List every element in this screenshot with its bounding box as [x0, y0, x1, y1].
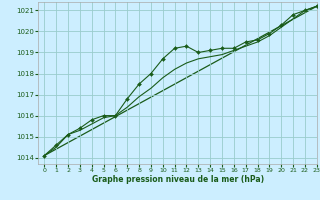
X-axis label: Graphe pression niveau de la mer (hPa): Graphe pression niveau de la mer (hPa) — [92, 175, 264, 184]
